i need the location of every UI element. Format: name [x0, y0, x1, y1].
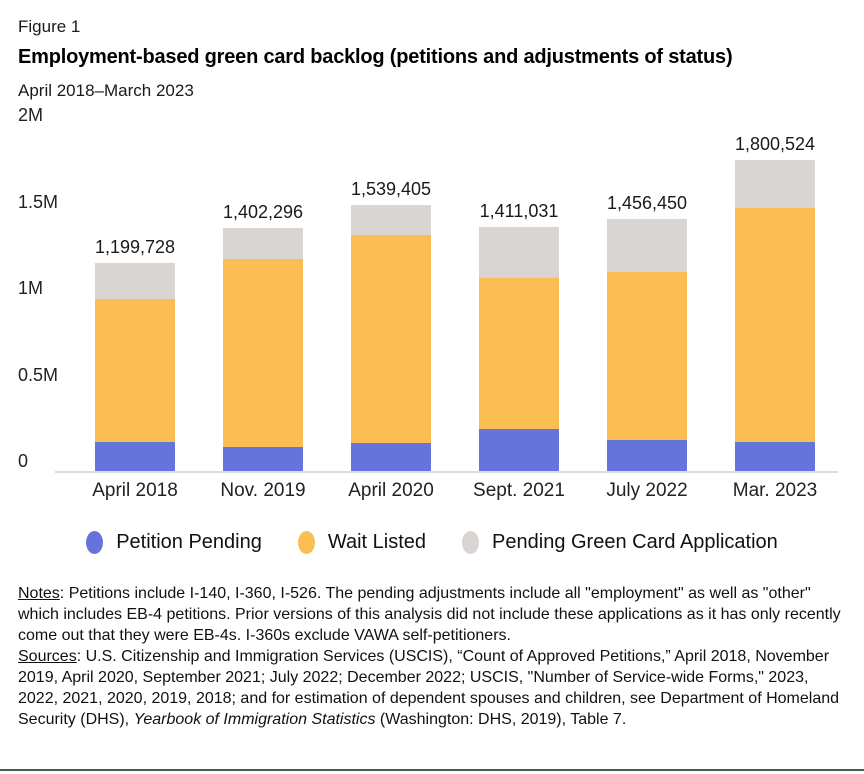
legend-label: Petition Pending — [116, 531, 262, 553]
y-axis-tick-label: 0.5M — [18, 364, 59, 385]
bar-segment — [351, 204, 431, 236]
y-axis-tick-label: 1.5M — [18, 191, 59, 212]
bar-segment — [479, 428, 559, 471]
bar-segment — [479, 226, 559, 278]
x-axis-label: Sept. 2021 — [473, 480, 565, 501]
legend: Petition Pending Wait Listed Pending Gre… — [0, 531, 864, 554]
x-axis-label: April 2018 — [92, 480, 178, 501]
bar-total-label: 1,402,296 — [222, 202, 304, 223]
legend-item-petition-pending: Petition Pending — [86, 531, 262, 554]
bar-segment — [735, 159, 815, 209]
legend-label: Wait Listed — [327, 531, 427, 553]
legend-item-pending-application: Pending Green Card Application — [462, 531, 778, 554]
legend-item-wait-listed: Wait Listed — [297, 531, 427, 554]
bar-segment — [607, 439, 687, 471]
bar-total-label: 1,199,728 — [94, 237, 176, 258]
bar-segment — [735, 208, 815, 442]
bar-total-label: 1,411,031 — [479, 200, 559, 221]
wait-listed-swatch-icon — [297, 531, 315, 554]
pending-application-swatch-icon — [462, 531, 480, 554]
stacked-bar-chart: 2M 1.5M 1M 0.5M 0 1,199,728 April 2018 1,402,29… — [18, 105, 838, 501]
bar-segment — [735, 441, 815, 471]
bar-segment — [95, 298, 175, 442]
bar-segment — [351, 442, 431, 471]
legend-label: Pending Green Card Application — [492, 531, 778, 553]
x-axis-baseline — [55, 471, 838, 473]
y-axis-tick-label: 2M — [18, 105, 44, 125]
bar-segment — [95, 263, 175, 299]
x-axis-label: Mar. 2023 — [732, 480, 818, 501]
x-axis-label: July 2022 — [606, 480, 688, 501]
y-axis-tick-label: 1M — [18, 278, 44, 298]
figure-title: Employment-based green card backlog (pet… — [18, 46, 733, 68]
bar-segment — [479, 277, 559, 429]
bar-segment — [607, 219, 687, 272]
bar-total-label: 1,456,450 — [606, 193, 688, 214]
petition-pending-swatch-icon — [86, 531, 104, 554]
notes-paragraph: Notes: Petitions include I-140, I-360, I… — [18, 583, 852, 646]
bar-segment — [223, 228, 303, 259]
x-axis-label: April 2020 — [348, 480, 434, 501]
y-axis-tick-label: 0 — [18, 451, 29, 471]
bar-total-label: 1,539,405 — [350, 178, 432, 199]
bar-total-label: 1,800,524 — [734, 133, 816, 154]
notes-block: Notes: Petitions include I-140, I-360, I… — [18, 583, 852, 730]
bar-segment — [223, 446, 303, 471]
bar-segment — [95, 441, 175, 471]
figure-label: Figure 1 — [18, 17, 81, 36]
sources-label: Sources — [18, 648, 77, 665]
notes-text: : Petitions include I-140, I-360, I-526.… — [18, 585, 841, 644]
bar-segment — [223, 258, 303, 447]
notes-label: Notes — [18, 585, 60, 602]
bar-segment — [351, 235, 431, 443]
sources-text-italic: Yearbook of Immigration Statistics — [133, 711, 376, 728]
bar-segment — [607, 271, 687, 440]
figure-subtitle: April 2018–March 2023 — [18, 81, 194, 100]
x-axis-label: Nov. 2019 — [220, 480, 306, 501]
sources-paragraph: Sources: U.S. Citizenship and Immigratio… — [18, 646, 852, 730]
sources-text-start: : U.S. Citizenship and Immigration Servi… — [18, 648, 840, 728]
sources-text-end: (Washington: DHS, 2019), Table 7. — [375, 711, 627, 728]
footer-rule — [0, 769, 864, 771]
